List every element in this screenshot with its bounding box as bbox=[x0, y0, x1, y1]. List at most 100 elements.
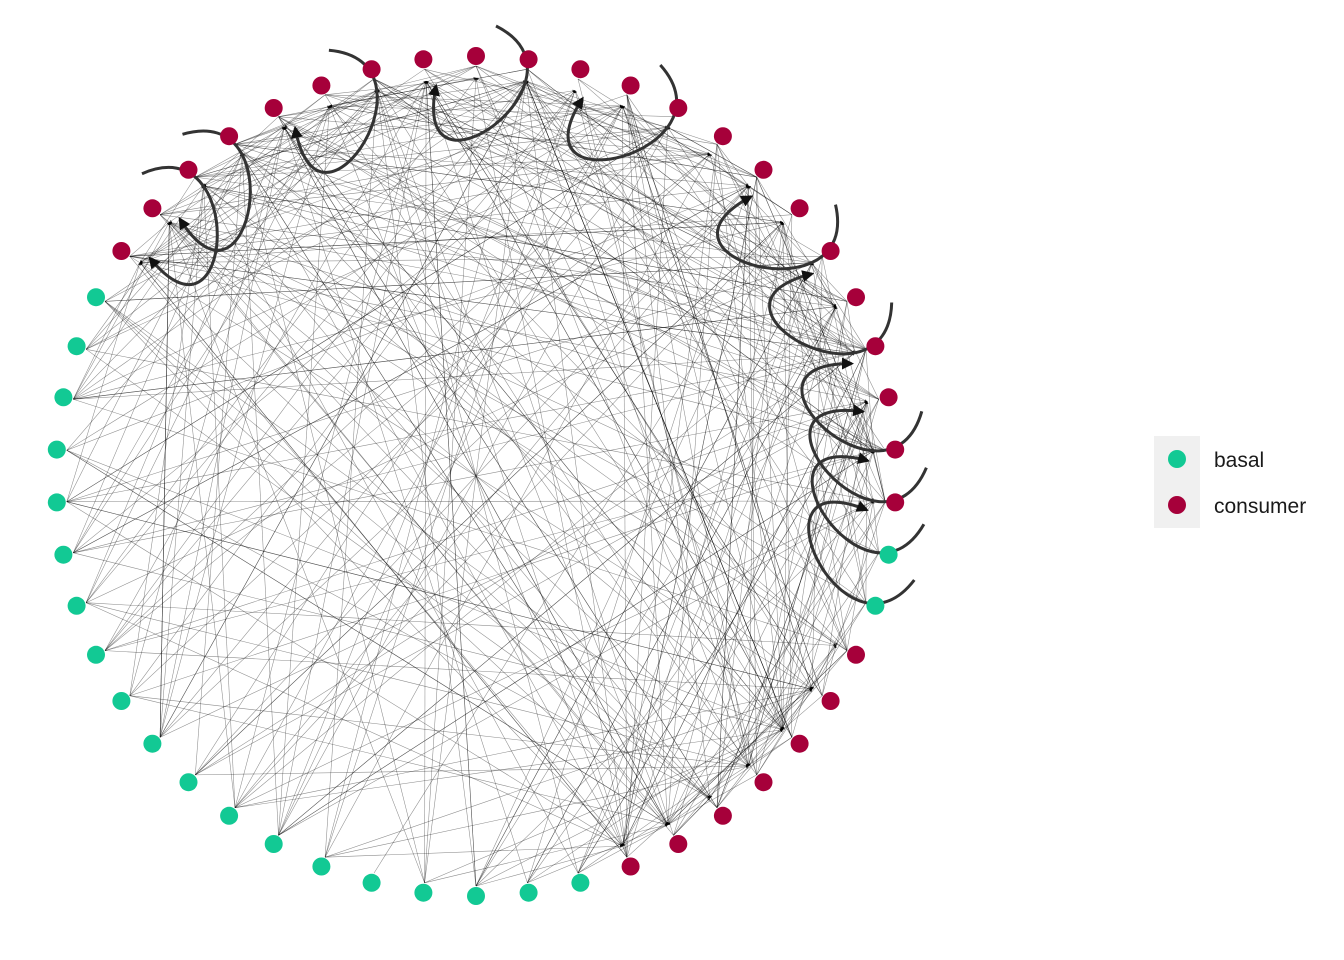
edge bbox=[86, 349, 874, 502]
nodes-layer bbox=[47, 47, 905, 905]
edge bbox=[527, 306, 837, 883]
edge bbox=[525, 80, 793, 738]
edge bbox=[716, 144, 874, 452]
self-loop-edge bbox=[807, 500, 916, 606]
self-loop-edge bbox=[810, 452, 926, 555]
edge bbox=[195, 105, 623, 776]
edge bbox=[525, 80, 793, 738]
edge bbox=[129, 695, 668, 826]
edge bbox=[324, 80, 527, 858]
edge bbox=[159, 105, 331, 738]
edge bbox=[325, 844, 623, 858]
edge bbox=[195, 152, 711, 178]
edge bbox=[574, 90, 848, 651]
edge bbox=[284, 126, 886, 451]
edge bbox=[195, 222, 783, 776]
edge bbox=[139, 176, 196, 263]
consumer-node bbox=[790, 734, 809, 753]
self-loop-edge bbox=[566, 64, 679, 162]
edge bbox=[527, 306, 837, 883]
edge bbox=[66, 352, 855, 502]
edge bbox=[424, 80, 477, 887]
edge bbox=[475, 729, 783, 887]
edge bbox=[85, 126, 285, 603]
edge bbox=[673, 645, 837, 836]
edge bbox=[66, 450, 783, 731]
edge bbox=[626, 94, 874, 452]
edge bbox=[525, 80, 757, 775]
edge bbox=[278, 116, 668, 826]
basal-node bbox=[519, 883, 538, 902]
edge bbox=[139, 78, 375, 263]
edge bbox=[195, 401, 868, 776]
edge bbox=[716, 185, 750, 808]
edge bbox=[626, 94, 711, 799]
edge bbox=[86, 602, 749, 767]
edge bbox=[203, 185, 879, 400]
basal-node bbox=[54, 545, 73, 564]
edge bbox=[673, 797, 711, 836]
edge bbox=[278, 116, 868, 402]
edge bbox=[324, 153, 711, 858]
consumer-node bbox=[519, 50, 538, 69]
edge bbox=[475, 222, 783, 887]
edge bbox=[872, 450, 886, 502]
edge bbox=[673, 500, 874, 836]
edge bbox=[811, 602, 867, 690]
legend: basal consumer bbox=[1154, 436, 1324, 528]
edge bbox=[475, 77, 628, 858]
edge bbox=[159, 222, 171, 738]
edge bbox=[159, 214, 749, 767]
edge bbox=[284, 126, 879, 400]
edge bbox=[159, 222, 171, 738]
edge bbox=[756, 176, 837, 307]
consumer-node bbox=[414, 50, 433, 69]
edge bbox=[234, 126, 285, 145]
edge bbox=[66, 499, 874, 503]
consumer-node bbox=[312, 76, 331, 95]
edge bbox=[234, 185, 749, 808]
edge bbox=[716, 729, 783, 808]
edge bbox=[329, 104, 674, 117]
edge bbox=[234, 500, 874, 808]
edge bbox=[104, 301, 623, 847]
edge bbox=[621, 105, 823, 696]
edge bbox=[747, 349, 867, 767]
edge bbox=[577, 401, 868, 874]
edge bbox=[424, 80, 527, 883]
edge bbox=[577, 729, 783, 874]
edge bbox=[104, 400, 868, 651]
edge bbox=[73, 126, 668, 400]
edge bbox=[73, 352, 855, 554]
edge bbox=[475, 77, 867, 350]
edge bbox=[475, 65, 749, 187]
edge bbox=[160, 152, 711, 215]
edge bbox=[234, 144, 668, 826]
edge bbox=[73, 185, 749, 554]
basal-node bbox=[264, 835, 283, 853]
edge bbox=[621, 105, 628, 858]
edge bbox=[375, 90, 477, 887]
edge bbox=[283, 126, 528, 883]
edge bbox=[425, 80, 879, 400]
edge bbox=[195, 126, 668, 178]
edge bbox=[73, 351, 855, 400]
edge bbox=[169, 78, 375, 223]
edge bbox=[424, 68, 855, 354]
edge bbox=[195, 764, 749, 776]
edge bbox=[376, 90, 628, 858]
edge bbox=[234, 144, 783, 224]
edge bbox=[85, 77, 477, 603]
edge bbox=[425, 80, 674, 836]
edge bbox=[234, 688, 813, 808]
edge bbox=[195, 90, 378, 178]
edge bbox=[756, 401, 868, 775]
consumer-node bbox=[621, 76, 640, 95]
edge bbox=[716, 401, 868, 808]
edge bbox=[781, 222, 793, 738]
edge bbox=[475, 65, 711, 155]
edge bbox=[129, 256, 868, 403]
edge bbox=[104, 301, 668, 826]
edge bbox=[234, 105, 330, 145]
edge bbox=[195, 352, 855, 776]
